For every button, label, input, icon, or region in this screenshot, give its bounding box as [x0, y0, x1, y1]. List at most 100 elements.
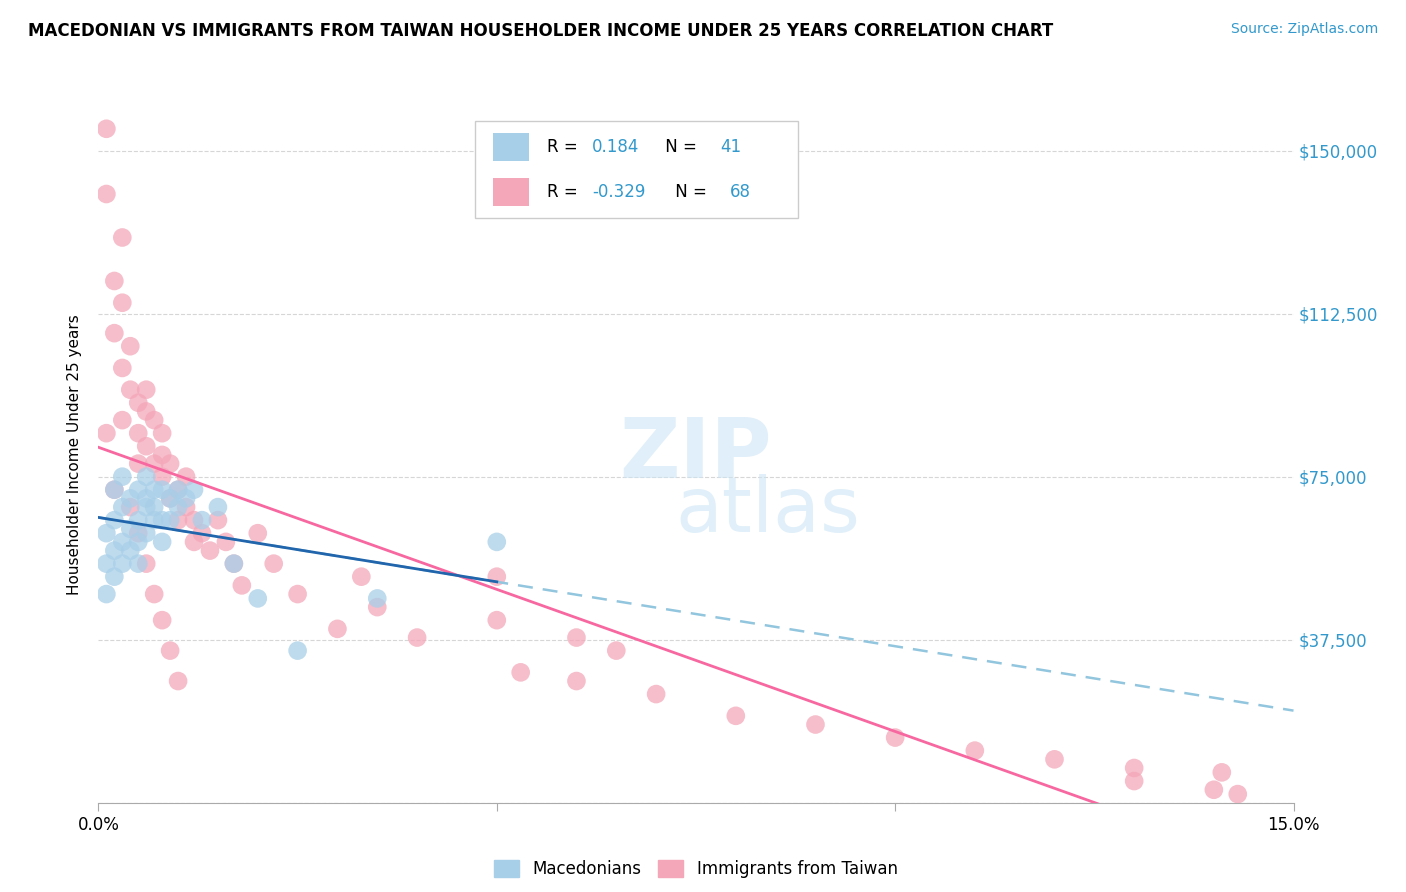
Point	[183, 483, 205, 497]
Point	[127, 535, 149, 549]
Point	[159, 491, 181, 506]
Point	[120, 491, 142, 506]
Point	[135, 469, 157, 483]
Point	[103, 513, 125, 527]
Point	[103, 483, 125, 497]
Point	[485, 613, 508, 627]
Point	[191, 526, 214, 541]
Text: N =: N =	[661, 138, 702, 156]
Point	[326, 622, 349, 636]
Point	[231, 578, 253, 592]
Point	[135, 526, 157, 541]
Point	[804, 717, 827, 731]
Point	[143, 483, 166, 497]
Point	[111, 469, 134, 483]
Point	[198, 543, 221, 558]
Point	[111, 230, 134, 244]
Point	[150, 469, 173, 483]
Point	[135, 383, 157, 397]
Point	[1202, 782, 1225, 797]
Point	[96, 187, 118, 202]
Point	[183, 535, 205, 549]
Point	[96, 587, 118, 601]
Point	[246, 591, 269, 606]
Text: ZIP: ZIP	[620, 415, 772, 495]
Point	[120, 500, 142, 514]
Point	[1123, 774, 1146, 789]
Point	[143, 513, 166, 527]
Text: 41: 41	[720, 138, 741, 156]
Y-axis label: Householder Income Under 25 years: Householder Income Under 25 years	[67, 315, 83, 595]
Point	[1226, 787, 1249, 801]
Point	[167, 483, 190, 497]
Point	[127, 396, 149, 410]
Point	[127, 557, 149, 571]
Point	[963, 744, 986, 758]
Text: N =: N =	[669, 183, 711, 202]
Point	[127, 513, 149, 527]
Point	[159, 457, 181, 471]
Point	[103, 483, 125, 497]
Point	[207, 513, 229, 527]
Point	[111, 535, 134, 549]
Point	[159, 513, 181, 527]
Point	[96, 526, 118, 541]
Text: 68: 68	[730, 183, 751, 202]
Point	[167, 500, 190, 514]
Point	[135, 439, 157, 453]
Point	[111, 500, 134, 514]
Point	[174, 469, 197, 483]
Point	[111, 361, 134, 376]
Point	[150, 613, 173, 627]
Point	[509, 665, 531, 680]
Point	[111, 557, 134, 571]
Point	[150, 448, 173, 462]
Point	[366, 591, 388, 606]
Point	[120, 339, 142, 353]
Point	[111, 295, 134, 310]
Text: atlas: atlas	[675, 474, 860, 548]
Point	[150, 426, 173, 441]
Point	[135, 500, 157, 514]
Point	[127, 457, 149, 471]
Point	[724, 708, 747, 723]
Point	[127, 483, 149, 497]
Text: -0.329: -0.329	[592, 183, 645, 202]
Point	[96, 426, 118, 441]
Point	[135, 557, 157, 571]
Point	[111, 413, 134, 427]
Point	[159, 491, 181, 506]
Point	[120, 383, 142, 397]
Point	[135, 491, 157, 506]
Point	[127, 426, 149, 441]
FancyBboxPatch shape	[494, 133, 529, 161]
Point	[222, 557, 245, 571]
Point	[263, 557, 285, 571]
Point	[96, 121, 118, 136]
Point	[167, 674, 190, 689]
Point	[485, 570, 508, 584]
Point	[222, 557, 245, 571]
Point	[143, 413, 166, 427]
Point	[366, 600, 388, 615]
Point	[135, 404, 157, 418]
Text: MACEDONIAN VS IMMIGRANTS FROM TAIWAN HOUSEHOLDER INCOME UNDER 25 YEARS CORRELATI: MACEDONIAN VS IMMIGRANTS FROM TAIWAN HOU…	[28, 22, 1053, 40]
Point	[167, 513, 190, 527]
Point	[1211, 765, 1233, 780]
Point	[884, 731, 907, 745]
Point	[143, 500, 166, 514]
Point	[246, 526, 269, 541]
Point	[287, 587, 309, 601]
Point	[645, 687, 668, 701]
FancyBboxPatch shape	[494, 178, 529, 206]
Point	[103, 570, 125, 584]
Point	[150, 483, 173, 497]
Point	[103, 326, 125, 341]
Point	[120, 543, 142, 558]
Point	[103, 274, 125, 288]
FancyBboxPatch shape	[475, 121, 797, 219]
Text: 0.184: 0.184	[592, 138, 640, 156]
Point	[287, 643, 309, 657]
Point	[127, 526, 149, 541]
Text: Source: ZipAtlas.com: Source: ZipAtlas.com	[1230, 22, 1378, 37]
